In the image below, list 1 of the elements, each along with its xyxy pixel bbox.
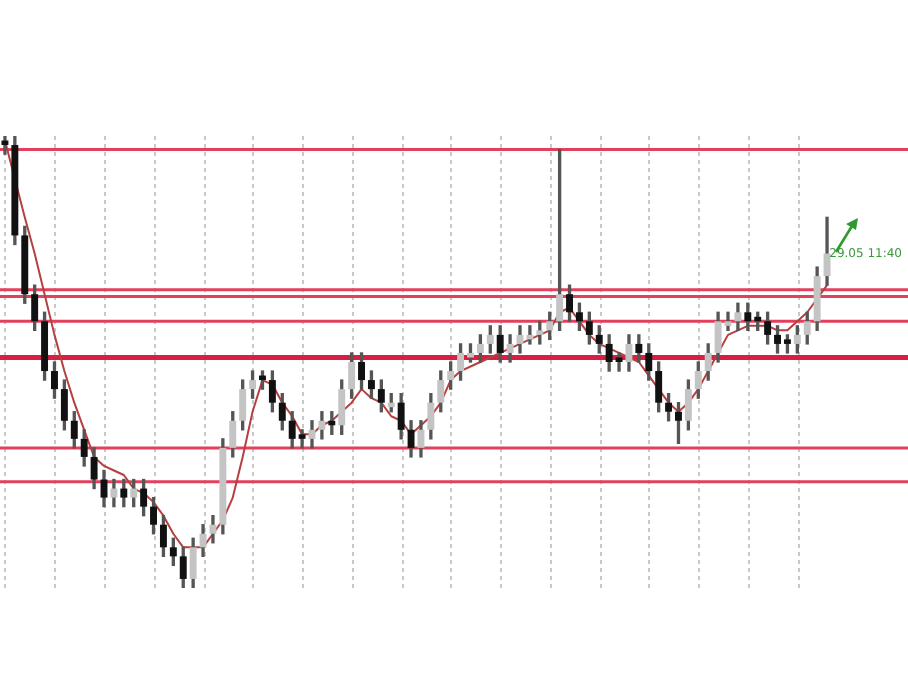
- candlestick: [1, 136, 9, 155]
